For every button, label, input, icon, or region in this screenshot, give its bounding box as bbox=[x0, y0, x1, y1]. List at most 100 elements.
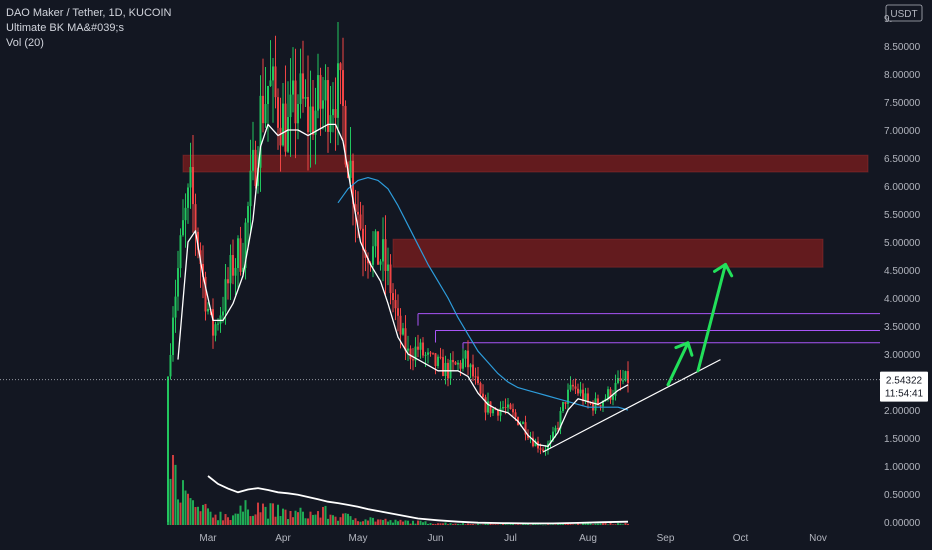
candle-body bbox=[277, 97, 279, 128]
volume-bar bbox=[354, 518, 357, 525]
candle-body bbox=[499, 408, 502, 416]
volume-bar bbox=[574, 524, 577, 525]
candle-body bbox=[342, 70, 344, 106]
volume-bar bbox=[372, 517, 374, 525]
candle-body bbox=[532, 437, 534, 447]
volume-bar bbox=[482, 524, 484, 525]
candle-body bbox=[404, 328, 407, 351]
volume-bar bbox=[514, 524, 517, 526]
candle-body bbox=[172, 317, 174, 355]
candle-body bbox=[189, 166, 192, 188]
candle-body bbox=[427, 352, 429, 355]
candle-body bbox=[292, 80, 294, 95]
candle-body bbox=[599, 405, 602, 407]
volume-bar bbox=[399, 519, 402, 525]
indicator-label[interactable]: Ultimate BK MA&#039;s bbox=[6, 22, 124, 34]
volume-bar bbox=[442, 523, 444, 525]
volume-bar bbox=[449, 523, 452, 525]
volume-bar bbox=[529, 524, 532, 526]
time-axis[interactable]: Mar Apr May Jun Jul Aug Sep Oct Nov bbox=[199, 533, 827, 544]
candle-body bbox=[509, 404, 512, 410]
ma-slow bbox=[337, 177, 629, 411]
volume-bar bbox=[227, 517, 229, 525]
volume-bar bbox=[314, 514, 317, 525]
volume-bar bbox=[319, 517, 322, 525]
price-tick: 6.00000 bbox=[884, 182, 921, 193]
candle-body bbox=[399, 315, 402, 335]
candle-body bbox=[414, 346, 417, 361]
volume-bar bbox=[469, 523, 472, 525]
volume-bar bbox=[467, 523, 469, 525]
month-label-jun: Jun bbox=[427, 533, 443, 544]
volume-bar bbox=[329, 514, 332, 525]
volume-bar bbox=[434, 523, 437, 525]
candle-body bbox=[582, 389, 584, 402]
currency-label: USDT bbox=[890, 9, 917, 20]
month-label-apr: Apr bbox=[275, 533, 291, 544]
volume-bar bbox=[232, 515, 234, 525]
price-axis-bg bbox=[880, 0, 932, 550]
candle-body bbox=[324, 80, 327, 101]
candle-body bbox=[607, 389, 609, 399]
volume-bar bbox=[409, 523, 412, 525]
candle-body bbox=[539, 448, 542, 450]
volume-bar bbox=[229, 520, 232, 525]
volume-bar bbox=[614, 524, 617, 525]
volume-bar bbox=[617, 523, 619, 525]
volume-bar bbox=[382, 520, 384, 525]
candle-body bbox=[594, 398, 597, 411]
volume-bar bbox=[502, 523, 504, 525]
volume-bar bbox=[594, 523, 597, 525]
candle-body bbox=[417, 346, 419, 350]
candle-body bbox=[197, 231, 199, 251]
volume-bar bbox=[192, 500, 194, 525]
volume-bar bbox=[389, 520, 392, 525]
candle-body bbox=[269, 80, 272, 87]
volume-bar bbox=[599, 523, 602, 525]
candle-body bbox=[472, 364, 474, 377]
candle-body bbox=[524, 422, 527, 435]
volume-bar bbox=[217, 520, 219, 525]
candle-body bbox=[527, 434, 529, 438]
volume-bar bbox=[219, 511, 222, 525]
volume-bar bbox=[369, 517, 372, 525]
candle-body bbox=[367, 257, 369, 264]
volume-bar bbox=[454, 523, 457, 525]
candle-body bbox=[534, 441, 537, 447]
candle-body bbox=[314, 110, 317, 135]
volume-bar bbox=[537, 524, 539, 525]
volume-bar bbox=[274, 516, 277, 525]
candle-body bbox=[267, 86, 269, 105]
candle-body bbox=[167, 376, 169, 522]
candle-body bbox=[224, 279, 227, 312]
volume-bar bbox=[237, 513, 239, 525]
candle-body bbox=[184, 207, 187, 221]
volume-bar bbox=[264, 506, 267, 525]
volume-bar bbox=[207, 508, 209, 525]
volume-bar bbox=[557, 523, 559, 525]
volume-bar bbox=[499, 524, 502, 525]
candle-body bbox=[319, 75, 322, 109]
volume-bar bbox=[347, 513, 349, 525]
volume-label[interactable]: Vol (20) bbox=[6, 37, 44, 49]
volume-bar bbox=[464, 524, 467, 525]
candle-body bbox=[394, 300, 397, 309]
month-label-may: May bbox=[349, 533, 368, 544]
price-tick: 8.50000 bbox=[884, 42, 921, 53]
candle-body bbox=[302, 73, 304, 99]
volume-bar bbox=[489, 523, 492, 525]
symbol-title[interactable]: DAO Maker / Tether, 1D, KUCOIN bbox=[6, 7, 172, 19]
currency-badge-frame bbox=[885, 4, 923, 22]
candle-body bbox=[452, 359, 454, 363]
candle-body bbox=[374, 231, 377, 247]
volume-bar bbox=[374, 521, 377, 525]
volume-bar bbox=[209, 511, 212, 525]
volume-bar bbox=[277, 504, 279, 525]
volume-bar bbox=[302, 511, 304, 525]
candle-body bbox=[202, 263, 204, 277]
candle-body bbox=[439, 356, 442, 358]
volume-bar bbox=[289, 510, 292, 525]
volume-bar bbox=[457, 523, 459, 525]
